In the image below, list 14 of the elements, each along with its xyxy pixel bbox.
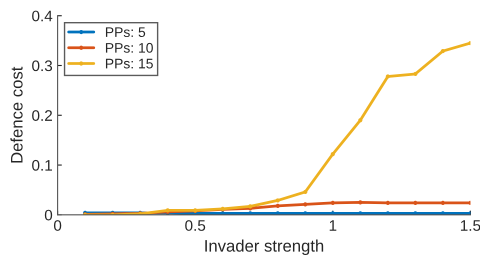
x-tick-label: 1 [330,220,336,231]
x-tick-label: 0.5 [185,220,206,231]
x-axis-title: Invader strength [205,240,324,256]
y-tick-label: 0.1 [32,160,52,171]
legend-label: PPs: 15 [106,58,153,68]
x-tick-label: 0 [54,220,62,231]
legend-label: PPs: 10 [106,42,153,53]
legend-label: PPs: 5 [106,27,146,38]
y-tick-label: 0.4 [32,10,52,22]
y-tick-label: 0.2 [32,110,52,121]
x-tick-label: 1.5 [460,220,480,231]
y-tick-label: 0.3 [32,60,52,72]
y-tick-label: 0 [44,210,52,221]
y-axis-title: Defence cost [10,66,23,163]
